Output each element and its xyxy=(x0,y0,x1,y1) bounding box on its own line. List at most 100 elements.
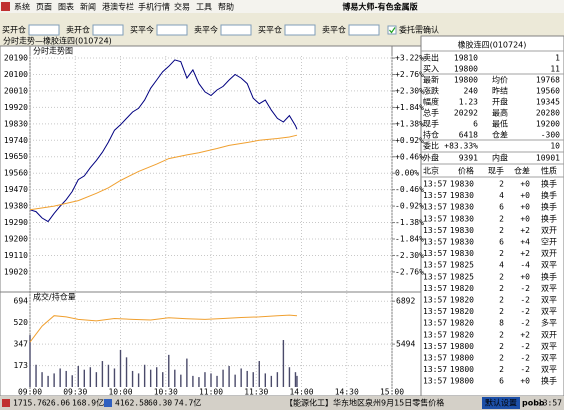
tick-cell: +0 xyxy=(520,214,530,223)
menu-item[interactable]: 手机行情 xyxy=(138,2,170,12)
y-tick-label: 694 xyxy=(14,297,29,306)
index-value: 1715.76 xyxy=(13,399,47,408)
book-qty: 11 xyxy=(550,65,560,74)
stat-label: 最低 xyxy=(492,119,508,129)
confirm-checkbox[interactable] xyxy=(387,25,397,35)
tick-cell: 13:57 xyxy=(423,296,447,305)
tick-cell: 双开 xyxy=(541,226,557,235)
tick-cell: 双开 xyxy=(541,249,557,258)
volume-bar xyxy=(47,375,49,387)
y2-tick-label: +3.22% xyxy=(395,54,424,63)
tick-cell: -2 xyxy=(520,342,530,351)
y-tick-label: 19200 xyxy=(4,235,28,244)
volume-bar xyxy=(246,370,248,387)
tick-column-header: 现手 xyxy=(488,166,504,176)
y-tick-label: 20190 xyxy=(4,54,28,63)
order-button[interactable]: 卖开仓 xyxy=(66,25,90,35)
volume-bar xyxy=(296,375,298,387)
tick-cell: 双平 xyxy=(541,261,557,270)
brand: pobo xyxy=(522,399,545,408)
stat-value: 6 xyxy=(473,120,478,129)
volume-bar xyxy=(119,349,122,387)
order-button[interactable]: 买开仓 xyxy=(2,25,26,35)
stat-label: 内盘 xyxy=(492,153,508,163)
x-tick-label: 11:30 xyxy=(244,388,268,397)
tick-column-header: 仓差 xyxy=(514,166,530,176)
stat-label: 委比 xyxy=(423,141,439,151)
quantity-input[interactable] xyxy=(348,24,380,36)
quantity-input[interactable] xyxy=(92,24,124,36)
volume-bar xyxy=(131,370,134,387)
tick-cell: +0 xyxy=(520,272,530,281)
check-mark xyxy=(389,27,396,34)
tick-cell: +2 xyxy=(520,330,530,339)
tick-cell: 19830 xyxy=(450,214,474,223)
menu-item[interactable]: 系统 xyxy=(14,2,30,12)
order-button[interactable]: 买平仓 xyxy=(258,25,282,35)
menu-item[interactable]: 帮助 xyxy=(218,2,234,12)
y2-tick-label: +1.84% xyxy=(395,103,424,112)
tick-cell: 13:57 xyxy=(423,365,447,374)
quantity-input[interactable] xyxy=(220,24,252,36)
quantity-input[interactable] xyxy=(156,24,188,36)
y-tick-label: 19380 xyxy=(4,202,28,211)
tick-cell: +4 xyxy=(520,238,530,247)
price-line xyxy=(29,134,298,211)
volume-bar xyxy=(41,372,43,387)
tick-cell: 19820 xyxy=(450,296,474,305)
menu-item[interactable]: 工具 xyxy=(196,3,212,12)
volume-bar xyxy=(270,375,273,387)
menu-item[interactable]: 新闻 xyxy=(80,2,96,12)
tick-cell: -2 xyxy=(520,319,530,328)
quantity-input[interactable] xyxy=(284,24,316,36)
tick-cell: 13:57 xyxy=(423,249,447,258)
y2-tick-label: +1.38% xyxy=(395,119,424,128)
menu-item[interactable]: 港澳专栏 xyxy=(102,2,134,12)
volume-bar xyxy=(101,361,104,387)
tick-cell: 2 xyxy=(499,307,504,316)
tick-cell: -2 xyxy=(520,307,530,316)
menu-item[interactable]: 图表 xyxy=(58,2,74,12)
tick-cell: 6 xyxy=(499,203,504,212)
tick-cell: 6 xyxy=(499,238,504,247)
volume-bar xyxy=(113,368,116,387)
x-tick-label: 09:00 xyxy=(18,388,42,397)
volume-bar xyxy=(228,365,230,387)
profile-label[interactable]: 默认设置 xyxy=(485,398,517,408)
order-button[interactable]: 卖平仓 xyxy=(322,25,346,35)
volume-bar xyxy=(276,372,279,387)
y-tick-label: 173 xyxy=(14,361,29,370)
stat-label: 持仓 xyxy=(423,130,439,140)
y-tick-label: 19470 xyxy=(4,185,28,194)
stat-value: 10 xyxy=(550,142,560,151)
book-label: 买入 xyxy=(423,65,439,74)
tick-cell: 2 xyxy=(499,272,504,281)
y2-tick-label: 6892 xyxy=(396,297,415,306)
x-tick-label: 14:00 xyxy=(289,388,313,397)
volume-bar xyxy=(71,375,73,387)
status-bar xyxy=(0,396,564,410)
x-tick-label: 10:00 xyxy=(108,388,132,397)
menu-item[interactable]: 页面 xyxy=(36,3,52,12)
tick-cell: 13:57 xyxy=(423,261,447,270)
book-qty: 1 xyxy=(555,54,560,63)
stat-value: 19200 xyxy=(536,120,560,129)
stat-label: 幅度 xyxy=(423,97,439,107)
order-button[interactable]: 卖平今 xyxy=(194,25,218,35)
volume-bar xyxy=(162,372,164,387)
stat-value: 1.23 xyxy=(459,98,478,107)
y-tick-label: 19740 xyxy=(4,136,28,145)
tick-cell: 13:57 xyxy=(423,214,447,223)
y2-tick-label: -2.30% xyxy=(395,251,424,260)
volume-bar xyxy=(210,373,212,387)
y-tick-label: 520 xyxy=(14,318,29,327)
tick-cell: 2 xyxy=(499,354,504,363)
index-value: 4162.58 xyxy=(115,399,149,408)
volume-bar xyxy=(125,357,128,387)
book-price: 19810 xyxy=(454,54,478,63)
quantity-input[interactable] xyxy=(28,24,60,36)
menu-item[interactable]: 交易 xyxy=(174,2,190,12)
order-button[interactable]: 买平今 xyxy=(130,25,154,35)
volume-bar xyxy=(180,374,182,387)
tick-cell: 空开 xyxy=(541,237,557,247)
